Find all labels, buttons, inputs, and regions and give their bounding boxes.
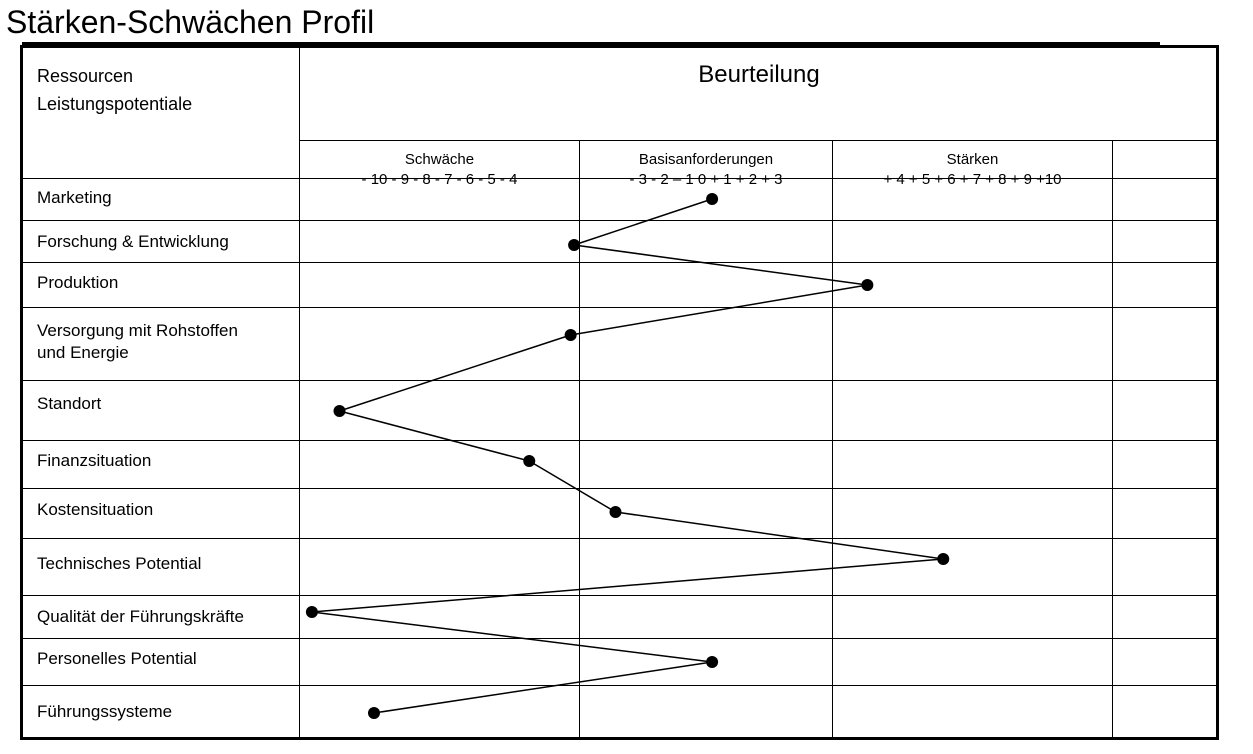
band-strength-label: Stärken	[946, 151, 999, 168]
row-divider	[21, 380, 1218, 381]
row-divider	[21, 685, 1218, 686]
row-divider	[21, 440, 1218, 441]
band-basic-scale: - 3 - 2 – 1 0 + 1 + 2 + 3	[629, 171, 783, 188]
row-label-marketing: Marketing	[37, 188, 112, 207]
header-bottom-rule	[21, 178, 1218, 179]
band-strength-scale: + 4 + 5 + 6 + 7 + 8 + 9 +10	[883, 171, 1062, 188]
band-basic: Basisanforderungen - 3 - 2 – 1 0 + 1 + 2…	[580, 150, 832, 190]
row-divider	[21, 307, 1218, 308]
row-divider	[21, 488, 1218, 489]
row-divider	[21, 638, 1218, 639]
header-rule	[300, 140, 1218, 141]
row-label-research: Forschung & Entwicklung	[37, 232, 229, 251]
band-weakness: Schwäche - 10 - 9 - 8 - 7 - 6 - 5 - 4	[300, 150, 579, 190]
column-header-line2: Leistungspotentiale	[37, 94, 193, 114]
band-basic-label: Basisanforderungen	[638, 151, 774, 168]
row-label-production: Produktion	[37, 273, 119, 292]
row-divider	[21, 262, 1218, 263]
row-divider	[21, 538, 1218, 539]
row-label-finance: Finanzsituation	[37, 451, 152, 470]
column-header-line1: Ressourcen	[37, 66, 134, 86]
row-label-location: Standort	[37, 394, 102, 413]
label-column-divider	[299, 46, 300, 739]
title-underline	[22, 42, 1160, 45]
row-label-costs: Kostensituation	[37, 500, 154, 519]
column-header-assessment: Beurteilung	[698, 61, 820, 88]
chart-title: Stärken-Schwächen Profil	[6, 4, 375, 40]
row-label-personnel: Personelles Potential	[37, 649, 197, 668]
row-divider	[21, 220, 1218, 221]
row-label-management-systems: Führungssysteme	[37, 702, 173, 721]
profile-table	[20, 45, 1219, 740]
row-divider	[21, 595, 1218, 596]
band-strength: Stärken + 4 + 5 + 6 + 7 + 8 + 9 +10	[833, 150, 1112, 190]
band-weakness-scale: - 10 - 9 - 8 - 7 - 6 - 5 - 4	[361, 171, 518, 188]
row-label-management-quality: Qualität der Führungskräfte	[37, 607, 244, 626]
row-label-technical: Technisches Potential	[37, 554, 202, 573]
column-header-resources: Ressourcen Leistungspotentiale	[37, 62, 192, 118]
band-weakness-label: Schwäche	[404, 151, 475, 168]
row-label-supply: Versorgung mit Rohstoffen und Energie	[37, 321, 238, 362]
